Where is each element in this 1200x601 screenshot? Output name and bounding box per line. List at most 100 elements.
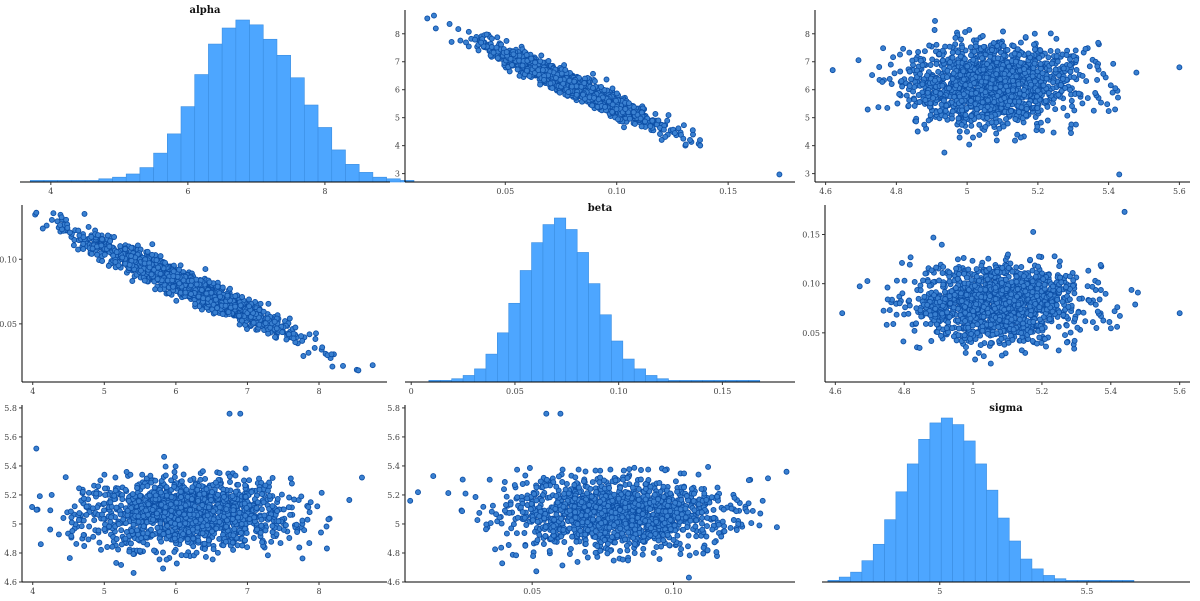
scatter-point <box>290 330 297 337</box>
scatter-point <box>876 64 883 70</box>
scatter-point <box>988 119 995 126</box>
scatter-point <box>591 94 597 101</box>
scatter-point <box>292 324 299 331</box>
scatter-point <box>262 320 269 327</box>
scatter-point <box>80 240 87 247</box>
scatter-points <box>829 17 1183 178</box>
scatter-point <box>446 21 453 27</box>
scatter-point <box>129 278 136 284</box>
scatter-point <box>1037 61 1044 67</box>
scatter-point <box>306 331 313 338</box>
histogram-bar <box>221 27 237 183</box>
scatter-point <box>224 292 231 299</box>
scatter-point <box>932 89 939 95</box>
scatter-point <box>993 71 1000 78</box>
scatter-point <box>962 112 969 118</box>
scatter-point <box>260 308 267 315</box>
scatter-point <box>272 334 278 341</box>
scatter-point <box>537 58 544 65</box>
scatter-point <box>257 300 264 307</box>
scatter-point <box>637 115 644 122</box>
histogram-bar <box>290 77 305 183</box>
scatter-point <box>232 293 239 299</box>
scatter-point <box>626 115 633 122</box>
scatter-point <box>107 238 114 245</box>
scatter-point <box>1054 58 1061 65</box>
scatter-point <box>117 243 124 250</box>
histogram-bar <box>372 176 387 183</box>
scatter-point <box>99 236 106 243</box>
scatter-point <box>526 73 533 80</box>
scatter-point <box>962 29 969 36</box>
y-tick-label: 4 <box>395 142 400 151</box>
scatter-point <box>538 52 545 59</box>
scatter-point <box>1010 77 1016 84</box>
scatter-point <box>328 351 335 358</box>
scatter-point <box>236 312 243 319</box>
scatter-point <box>1083 78 1090 85</box>
scatter-point <box>962 82 969 88</box>
scatter-point <box>933 61 940 67</box>
scatter-point <box>48 216 55 223</box>
scatter-point <box>1086 63 1093 70</box>
scatter-point <box>1014 131 1021 138</box>
scatter-point <box>1047 47 1054 54</box>
histogram-bar <box>554 217 567 383</box>
scatter-point <box>1039 70 1046 77</box>
scatter-point <box>219 284 226 291</box>
histogram-bar <box>276 54 291 183</box>
scatter-point <box>305 349 312 356</box>
scatter-point <box>890 321 897 327</box>
scatter-point <box>933 41 940 48</box>
scatter-point <box>1067 68 1074 75</box>
scatter-point <box>510 51 517 58</box>
scatter-point <box>1049 60 1055 67</box>
scatter-point <box>217 293 224 300</box>
scatter-point <box>483 31 490 38</box>
scatter-point <box>924 89 931 96</box>
scatter-point <box>1052 106 1059 113</box>
y-tick-label: 3 <box>395 170 400 179</box>
scatter-point <box>967 44 974 51</box>
histogram-bar <box>249 24 264 183</box>
scatter-point <box>884 104 891 111</box>
y-tick-label: 0.05 <box>0 320 17 329</box>
scatter-point <box>956 134 963 141</box>
scatter-point <box>552 74 559 81</box>
scatter-point <box>298 333 305 340</box>
scatter-point <box>1006 98 1013 105</box>
scatter-point <box>157 286 164 293</box>
scatter-point <box>631 120 638 127</box>
scatter-point <box>936 51 943 57</box>
scatter-point <box>340 362 346 369</box>
scatter-point <box>1025 50 1032 57</box>
scatter-point <box>188 277 195 284</box>
scatter-point <box>959 107 966 114</box>
scatter-point <box>155 264 162 271</box>
scatter-point <box>188 291 194 297</box>
scatter-point <box>973 90 980 96</box>
scatter-point <box>613 97 619 104</box>
scatter-point <box>941 149 948 156</box>
scatter-point <box>950 70 957 77</box>
x-tick-label: 5.4 <box>1102 187 1115 196</box>
histogram-bar <box>531 242 544 383</box>
scatter-point <box>1017 59 1024 66</box>
scatter-point <box>1023 105 1030 112</box>
scatter-point <box>173 297 180 304</box>
scatter-point <box>265 300 272 307</box>
scatter-point <box>556 89 563 96</box>
scatter-point <box>1021 87 1027 93</box>
scatter-point <box>1029 73 1036 80</box>
scatter-point <box>98 242 105 249</box>
scatter-point <box>463 39 469 46</box>
scatter-point <box>162 259 169 266</box>
scatter-point <box>990 39 997 46</box>
scatter-point <box>946 43 953 50</box>
scatter-point <box>299 337 306 344</box>
scatter-point <box>982 123 989 130</box>
scatter-point <box>57 222 64 229</box>
scatter-point <box>580 91 586 98</box>
scatter-point <box>680 122 687 129</box>
